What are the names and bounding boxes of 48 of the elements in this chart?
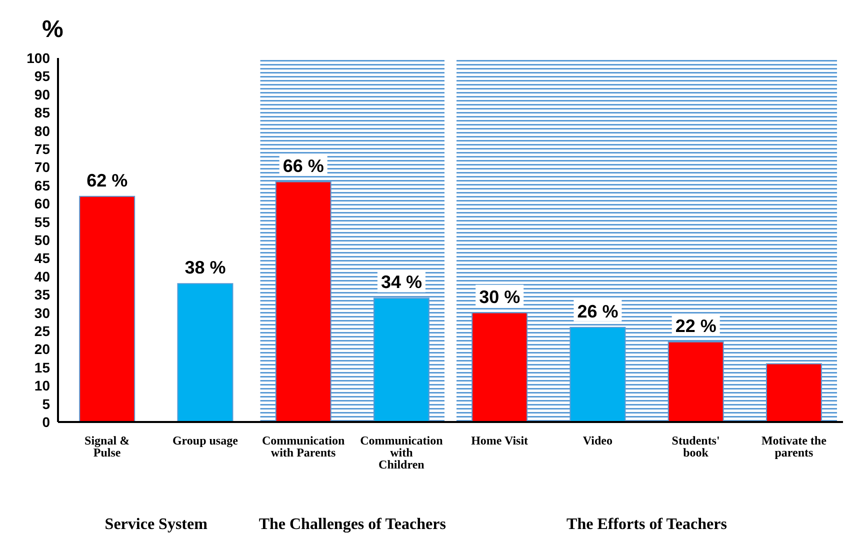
y-tick-label: 55 bbox=[34, 214, 50, 230]
y-tick-label: 75 bbox=[34, 140, 50, 157]
y-tick-label: 95 bbox=[34, 68, 50, 84]
bar bbox=[766, 363, 822, 422]
x-tick-label: Students' book bbox=[672, 434, 720, 460]
y-tick-label: 20 bbox=[34, 341, 50, 358]
bar bbox=[275, 181, 332, 422]
y-tick-label: 10 bbox=[34, 378, 50, 394]
data-label: 30 % bbox=[479, 286, 520, 307]
x-tick-label: Motivate the parents bbox=[761, 434, 828, 460]
text: Service System bbox=[104, 516, 208, 533]
y-tick-label: 50 bbox=[34, 232, 50, 248]
y-tick-label: 65 bbox=[34, 177, 50, 194]
bar bbox=[668, 341, 724, 422]
x-tick-label: Group usage bbox=[172, 434, 239, 448]
x-tick-label: Signal & Pulse bbox=[84, 434, 130, 460]
y-tick-label: 30 bbox=[34, 304, 50, 321]
y-axis-title: % bbox=[42, 16, 64, 44]
bar bbox=[79, 196, 136, 422]
y-tick-label: 70 bbox=[34, 159, 50, 176]
bar bbox=[177, 283, 234, 422]
x-tick-label: Communication with Parents bbox=[262, 434, 345, 460]
y-tick-label: 40 bbox=[34, 268, 50, 284]
y-tick-label: 85 bbox=[34, 104, 50, 121]
y-tick-label: 25 bbox=[34, 322, 50, 339]
data-label: 34 % bbox=[380, 272, 422, 292]
y-tick-label: 5 bbox=[42, 396, 50, 412]
y-tick-label: 0 bbox=[42, 414, 50, 430]
bar bbox=[472, 312, 528, 422]
x-tick-label: Video bbox=[582, 434, 612, 448]
y-tick-label: 100 bbox=[26, 50, 50, 66]
data-label: 26 % bbox=[577, 301, 618, 322]
bar bbox=[570, 326, 626, 422]
y-tick-label: 15 bbox=[34, 359, 50, 376]
text: The Challenges of Teachers bbox=[258, 516, 446, 533]
x-tick-label: Home Visit bbox=[471, 434, 528, 448]
text: The Efforts of Teachers bbox=[566, 516, 728, 534]
data-label: 22 % bbox=[675, 316, 716, 336]
y-tick-label: 60 bbox=[34, 196, 50, 212]
y-tick-label: 90 bbox=[34, 86, 50, 102]
y-tick-label: 80 bbox=[34, 122, 50, 139]
data-label: 38 % bbox=[184, 258, 226, 278]
data-label: 66 % bbox=[282, 156, 324, 176]
y-tick-label: 45 bbox=[34, 250, 50, 266]
x-tick-label: Communication with Children bbox=[360, 434, 444, 472]
y-tick-label: 35 bbox=[34, 286, 50, 303]
bar bbox=[373, 298, 430, 422]
data-label: 62 % bbox=[86, 170, 128, 190]
